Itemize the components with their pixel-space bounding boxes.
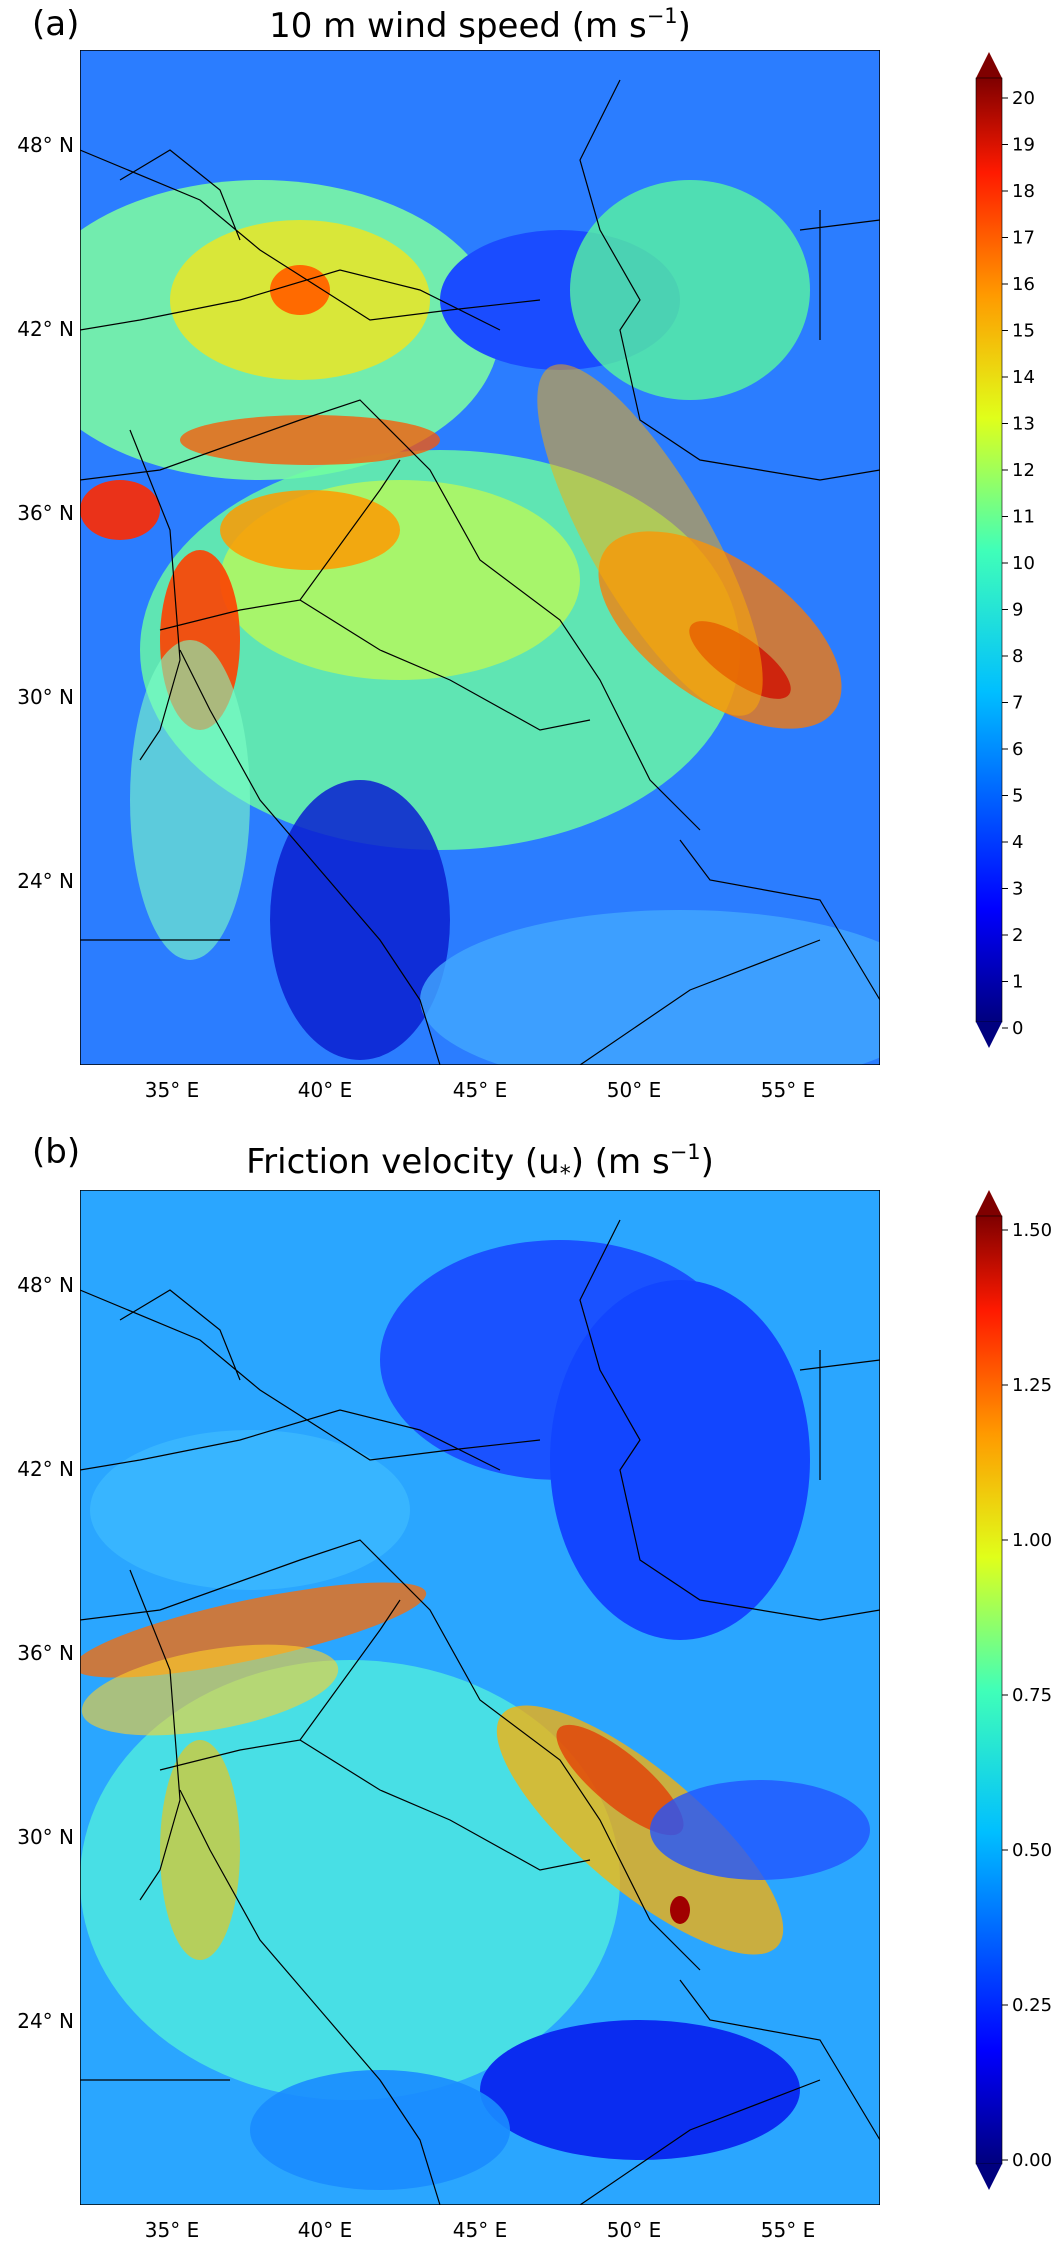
colorbar-tick-label: 0: [1012, 1018, 1023, 1039]
lon-tick-label: 35° E: [145, 1078, 199, 1102]
panel-b-title: Friction velocity (u*) (m s−1): [80, 1140, 880, 1187]
panel-b-figure: 48° N 42° N 36° N 30° N 24° N 35° E 40° …: [17, 1190, 1052, 2242]
colorbar-tick-label: 5: [1012, 786, 1023, 807]
colorbar-tick-label: 2: [1012, 925, 1023, 946]
colorbar-tick-label: 1.50: [1012, 1220, 1052, 1241]
lon-tick-label: 55° E: [761, 1078, 815, 1102]
colorbar-tick-label: 1.00: [1012, 1530, 1052, 1551]
panel-b-letter: (b): [32, 1132, 81, 1172]
panel-b-title-end: ): [700, 1142, 714, 1182]
panel-a-figure: 48° N 42° N 36° N 30° N 24° N 35° E 40° …: [17, 50, 1035, 1102]
colorbar-tick-label: 20: [1012, 88, 1035, 109]
lat-tick-label: 42° N: [17, 317, 74, 341]
panel-a-letter: (a): [32, 4, 80, 44]
colorbar-tick-label: 11: [1012, 507, 1035, 528]
lon-tick-label: 40° E: [298, 1078, 352, 1102]
panel-a-title: 10 m wind speed (m s−1): [80, 4, 880, 46]
panel-b-title-mid: ) (m s: [570, 1142, 670, 1182]
colorbar-tick-label: 3: [1012, 879, 1023, 900]
colorbar-tick-label: 4: [1012, 832, 1023, 853]
lat-tick-label: 24° N: [17, 2009, 74, 2033]
lon-tick-label: 45° E: [453, 2218, 507, 2242]
panel-b: 48° N 42° N 36° N 30° N 24° N 35° E 40° …: [0, 1130, 1056, 2244]
colorbar-tick-label: 18: [1012, 181, 1035, 202]
colorbar-tick-label: 14: [1012, 367, 1035, 388]
colorbar-tick-label: 10: [1012, 553, 1035, 574]
panel-b-title-main: Friction velocity (u: [246, 1142, 560, 1182]
colorbar-tick-label: 8: [1012, 646, 1023, 667]
panel-b-lon-ticks: 35° E 40° E 45° E 50° E 55° E: [145, 2218, 815, 2242]
lon-tick-label: 40° E: [298, 2218, 352, 2242]
panel-a-lat-ticks: 48° N 42° N 36° N 30° N 24° N: [17, 133, 74, 893]
colorbar-tick-label: 13: [1012, 414, 1035, 435]
colorbar-tick-label: 12: [1012, 460, 1035, 481]
colorbar-tick-label: 1.25: [1012, 1375, 1052, 1396]
colorbar-tick-label: 1: [1012, 972, 1023, 993]
lat-tick-label: 24° N: [17, 869, 74, 893]
colorbar-tick-label: 6: [1012, 739, 1023, 760]
lat-tick-label: 30° N: [17, 1825, 74, 1849]
colorbar-tick-label: 15: [1012, 321, 1035, 342]
panel-a-map-area: [80, 50, 880, 1065]
colorbar-tick-label: 16: [1012, 274, 1035, 295]
panel-b-title-sub: *: [559, 1161, 571, 1187]
colorbar-tick-label: 17: [1012, 228, 1035, 249]
lon-tick-label: 55° E: [761, 2218, 815, 2242]
colorbar-tick-label: 0.00: [1012, 2150, 1052, 2171]
panel-a-lon-ticks: 35° E 40° E 45° E 50° E 55° E: [145, 1078, 815, 1102]
lat-tick-label: 30° N: [17, 685, 74, 709]
lat-tick-label: 36° N: [17, 1641, 74, 1665]
panel-b-colorbar: 1.50 1.25 1.00 0.75 0.50 0.25 0.00: [975, 1190, 1052, 2190]
colorbar-tick-label: 19: [1012, 135, 1035, 156]
colorbar-tick-label: 0.50: [1012, 1840, 1052, 1861]
colorbar-tick-label: 0.25: [1012, 1995, 1052, 2016]
lat-tick-label: 48° N: [17, 133, 74, 157]
panel-a: 48° N 42° N 36° N 30° N 24° N 35° E 40° …: [0, 0, 1056, 1110]
panel-b-colorbar-labels: 1.50 1.25 1.00 0.75 0.50 0.25 0.00: [1002, 1220, 1052, 2171]
panel-b-lat-ticks: 48° N 42° N 36° N 30° N 24° N: [17, 1273, 74, 2033]
panel-b-map-area: [80, 1190, 880, 2205]
colorbar-tick-label: 7: [1012, 693, 1023, 714]
lon-tick-label: 45° E: [453, 1078, 507, 1102]
panel-a-title-main: 10 m wind speed (m s: [269, 6, 647, 46]
panel-a-title-sup: −1: [646, 4, 678, 28]
colorbar-tick-label: 0.75: [1012, 1685, 1052, 1706]
lon-tick-label: 50° E: [607, 1078, 661, 1102]
lat-tick-label: 36° N: [17, 501, 74, 525]
lon-tick-label: 50° E: [607, 2218, 661, 2242]
panel-b-title-sup: −1: [669, 1140, 701, 1164]
lat-tick-label: 48° N: [17, 1273, 74, 1297]
lat-tick-label: 42° N: [17, 1457, 74, 1481]
colorbar-tick-label: 9: [1012, 600, 1023, 621]
panel-a-title-end: ): [677, 6, 691, 46]
lon-tick-label: 35° E: [145, 2218, 199, 2242]
